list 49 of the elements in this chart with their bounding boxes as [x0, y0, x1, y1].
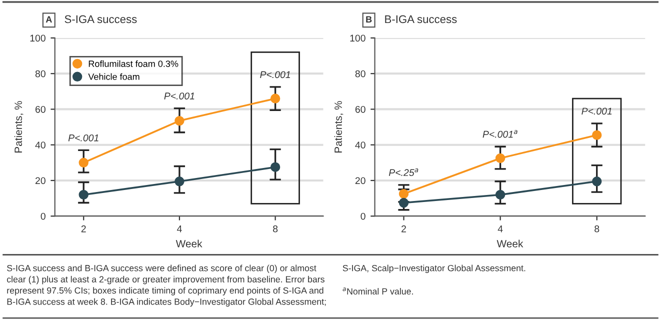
- y-tick-label: 20: [36, 177, 46, 184]
- y-tick-label: 0: [40, 212, 46, 220]
- point: [495, 153, 506, 164]
- y-tick-label: 60: [355, 106, 366, 113]
- chart-title: S-IGA success: [64, 15, 137, 24]
- y-tick-label: 60: [36, 106, 46, 113]
- annotation: P<.001: [68, 134, 98, 142]
- point: [398, 188, 409, 199]
- point: [495, 190, 506, 200]
- y-tick-label: 40: [355, 142, 366, 148]
- annotation: P<.25$^{a}$: [388, 168, 418, 176]
- annotation: P<.001: [260, 71, 290, 78]
- y-tick-label: 40: [35, 142, 46, 148]
- point: [174, 176, 184, 186]
- text: A: [46, 16, 52, 22]
- point: [78, 158, 88, 168]
- y-tick-label: 80: [355, 70, 366, 78]
- y-axis-title: Patients, %: [14, 101, 24, 153]
- legend-label: Roflumilast foam 0.3%: [88, 60, 178, 67]
- x-tick-label: 8: [594, 225, 600, 232]
- x-tick-label: 4: [176, 226, 182, 232]
- y-tick-label: 20: [355, 177, 366, 184]
- text: S-IGA, Scalp−Investigator Global Assessment.: [342, 264, 526, 274]
- x-axis-title: Week: [496, 240, 524, 248]
- x-tick-label: 4: [498, 226, 503, 232]
- y-tick-label: 100: [30, 34, 46, 42]
- text: S-IGA success and B-IGA success were defined as score of clear (0) or almost clear (1) plus at least a 2-grade or greater improvement from baseline. Error bars represent 97.5% CIs; boxes indicate timing of coprimary end points of S-IGA and B-IGA success at week 8. B-IGA indicates Body−Investigator Global Assessment;: [6, 264, 326, 307]
- point: [270, 162, 280, 172]
- text: $^{a}$Nominal P value.: [342, 288, 413, 295]
- annotation: P<.001: [582, 108, 612, 115]
- y-tick-label: 100: [350, 34, 366, 42]
- y-tick-label: 80: [35, 70, 46, 78]
- point: [270, 94, 280, 104]
- annotation: P<.001$^{a}$: [482, 130, 518, 138]
- point: [78, 190, 88, 200]
- legend-label: Vehicle foam: [88, 73, 140, 80]
- text: B: [366, 16, 372, 22]
- point: [174, 116, 184, 126]
- annotation: P<.001: [164, 92, 194, 100]
- x-tick-label: 2: [81, 225, 86, 232]
- x-tick-label: 8: [273, 225, 278, 232]
- x-axis-title: Week: [176, 240, 202, 248]
- point: [398, 198, 409, 208]
- y-axis-title: Patients, %: [334, 101, 344, 153]
- chart-title: B-IGA success: [385, 15, 457, 24]
- x-tick-label: 2: [402, 225, 406, 232]
- point: [592, 176, 602, 186]
- y-tick-label: 0: [360, 212, 366, 220]
- point: [592, 130, 602, 140]
